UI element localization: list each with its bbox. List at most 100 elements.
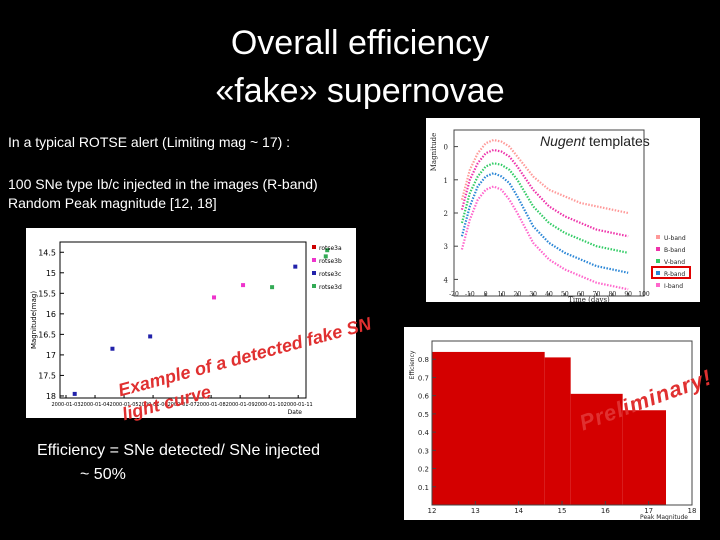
histogram-ytick-label: 0.3 (418, 447, 429, 455)
lc-ytick-label: 16 (46, 310, 56, 319)
nugent-xtick-label: 20 (514, 291, 522, 298)
lc-legend-marker (312, 258, 316, 262)
nugent-xtick-label: 90 (624, 291, 632, 298)
nugent-series-line (460, 171, 629, 274)
lc-xtick-label: 2000-01-10 (255, 402, 284, 408)
lc-legend-marker (312, 284, 316, 288)
histogram-bar (544, 357, 571, 505)
nugent-xtick-label: 50 (561, 291, 569, 298)
histogram-bar (622, 410, 666, 505)
nugent-ylabel: Magnitude (430, 133, 438, 172)
lc-point (212, 295, 217, 300)
nugent-series-line (460, 138, 629, 215)
histogram-ytick-label: 0.5 (418, 411, 429, 419)
lc-xtick-label: 2000-01-07 (168, 402, 197, 408)
lc-xtick-label: 2000-01-04 (80, 402, 109, 408)
lc-ytick-label: 15.5 (38, 289, 56, 298)
lc-xtick-label: 2000-01-05 (110, 402, 139, 408)
light-curve-background (26, 228, 356, 418)
histogram-bar (432, 351, 545, 505)
nugent-ytick-label: 0 (444, 144, 448, 152)
lc-point (148, 334, 153, 339)
histogram-xtick-label: 12 (428, 507, 437, 515)
nugent-legend-label: B-band (664, 247, 686, 254)
nugent-xtick-label: 0 (484, 291, 488, 298)
lc-xtick-label: 2000-01-09 (226, 402, 255, 408)
histogram-xtick-label: 16 (601, 507, 610, 515)
nugent-xtick-label: 30 (529, 291, 537, 298)
lc-xtick-label: 2000-01-11 (284, 402, 313, 408)
injected-text-1: 100 SNe type Ib/c injected in the images… (8, 176, 318, 192)
nugent-ytick-label: 3 (444, 243, 448, 251)
nugent-legend-marker (656, 271, 660, 275)
nugent-legend-marker (656, 247, 660, 251)
histogram-ytick-label: 0.7 (418, 374, 429, 382)
nugent-series-line (460, 162, 629, 254)
nugent-ytick-label: 4 (444, 276, 449, 284)
lc-legend-label: rotse3d (319, 284, 342, 291)
efficiency-histogram-chart: 0.1 0.2 0.3 0.4 0.5 0.6 0.7 0.8 12 13 14 15 16 17 18Pe… (404, 327, 700, 520)
nugent-legend-label: U-band (664, 235, 686, 242)
histogram-xlabel: Peak Magnitude (640, 514, 688, 520)
histogram-xtick-label: 13 (471, 507, 480, 515)
nugent-ytick-label: 2 (444, 210, 448, 218)
histogram-ytick-label: 0.8 (418, 356, 429, 364)
lc-point (72, 391, 77, 396)
nugent-xtick-label: 80 (609, 291, 617, 298)
nugent-series-line (460, 185, 629, 291)
histogram-ylabel: Efficiency (409, 350, 416, 379)
lc-legend-marker (312, 245, 316, 249)
lc-xtick-label: 2000-01-06 (139, 402, 168, 408)
lc-xtick-label: 2000-01-08 (197, 402, 226, 408)
nugent-series-line (460, 148, 629, 238)
nugent-label-rest: templates (585, 133, 650, 149)
lc-legend-label: rotse3a (319, 245, 342, 252)
histogram-xtick-label: 15 (558, 507, 567, 515)
lc-legend-marker (312, 271, 316, 275)
nugent-legend-label: R-band (664, 271, 685, 278)
histogram-xtick-label: 18 (688, 507, 697, 515)
histogram-ytick-label: 0.6 (418, 393, 430, 401)
nugent-xtick-label: 10 (498, 291, 506, 298)
lc-ytick-label: 16.5 (38, 330, 56, 339)
nugent-legend-marker (656, 259, 660, 263)
injected-text-2: Random Peak magnitude [12, 18] (8, 195, 217, 211)
nugent-xlabel: Time (days) (568, 296, 610, 302)
lc-ytick-label: 18 (46, 392, 56, 401)
lc-point (325, 248, 330, 253)
lc-legend-label: rotse3c (319, 271, 341, 278)
nugent-legend-marker (656, 283, 660, 287)
nugent-templates-chart: 0 1 2 3 4-20 -10 0 10 20 30 40 50 60 70 80 90 100 Time (d… (426, 118, 700, 302)
lc-point (241, 283, 246, 288)
efficiency-definition: Efficiency = SNe detected/ SNe injected (37, 442, 320, 459)
lc-point (293, 264, 298, 269)
lc-ylabel: Magnitude(mag) (30, 291, 38, 349)
nugent-ytick-label: 1 (444, 177, 448, 185)
efficiency-value: ~ 50% (80, 466, 126, 483)
histogram-ytick-label: 0.2 (418, 466, 429, 474)
histogram-ytick-label: 0.1 (418, 484, 429, 492)
lc-xtick-label: 2000-01-03 (51, 402, 80, 408)
page-title-line1: Overall efficiency (230, 24, 490, 62)
nugent-legend-marker (656, 235, 660, 239)
nugent-xtick-label: -10 (465, 291, 475, 298)
nugent-legend-label: I-band (664, 283, 683, 290)
nugent-legend-label: V-band (664, 259, 685, 266)
lc-ytick-label: 17 (46, 351, 56, 360)
nugent-highlight-box (651, 266, 691, 279)
lc-ytick-label: 17.5 (38, 371, 56, 380)
histogram-ytick-label: 0.4 (418, 429, 430, 437)
nugent-xtick-label: 70 (593, 291, 601, 298)
nugent-xtick-label: 40 (545, 291, 553, 298)
lc-point (270, 285, 275, 290)
lc-xlabel: Date (288, 409, 303, 416)
histogram-bar (570, 393, 623, 505)
nugent-label: Nugent templates (540, 133, 650, 149)
lc-legend-label: rotse3b (319, 258, 342, 265)
lc-frame (59, 241, 307, 399)
alert-text: In a typical ROTSE alert (Limiting mag ~… (8, 134, 291, 150)
nugent-xtick-label: 100 (638, 291, 650, 298)
nugent-label-italic: Nugent (540, 133, 586, 149)
histogram-xtick-label: 14 (514, 507, 523, 515)
